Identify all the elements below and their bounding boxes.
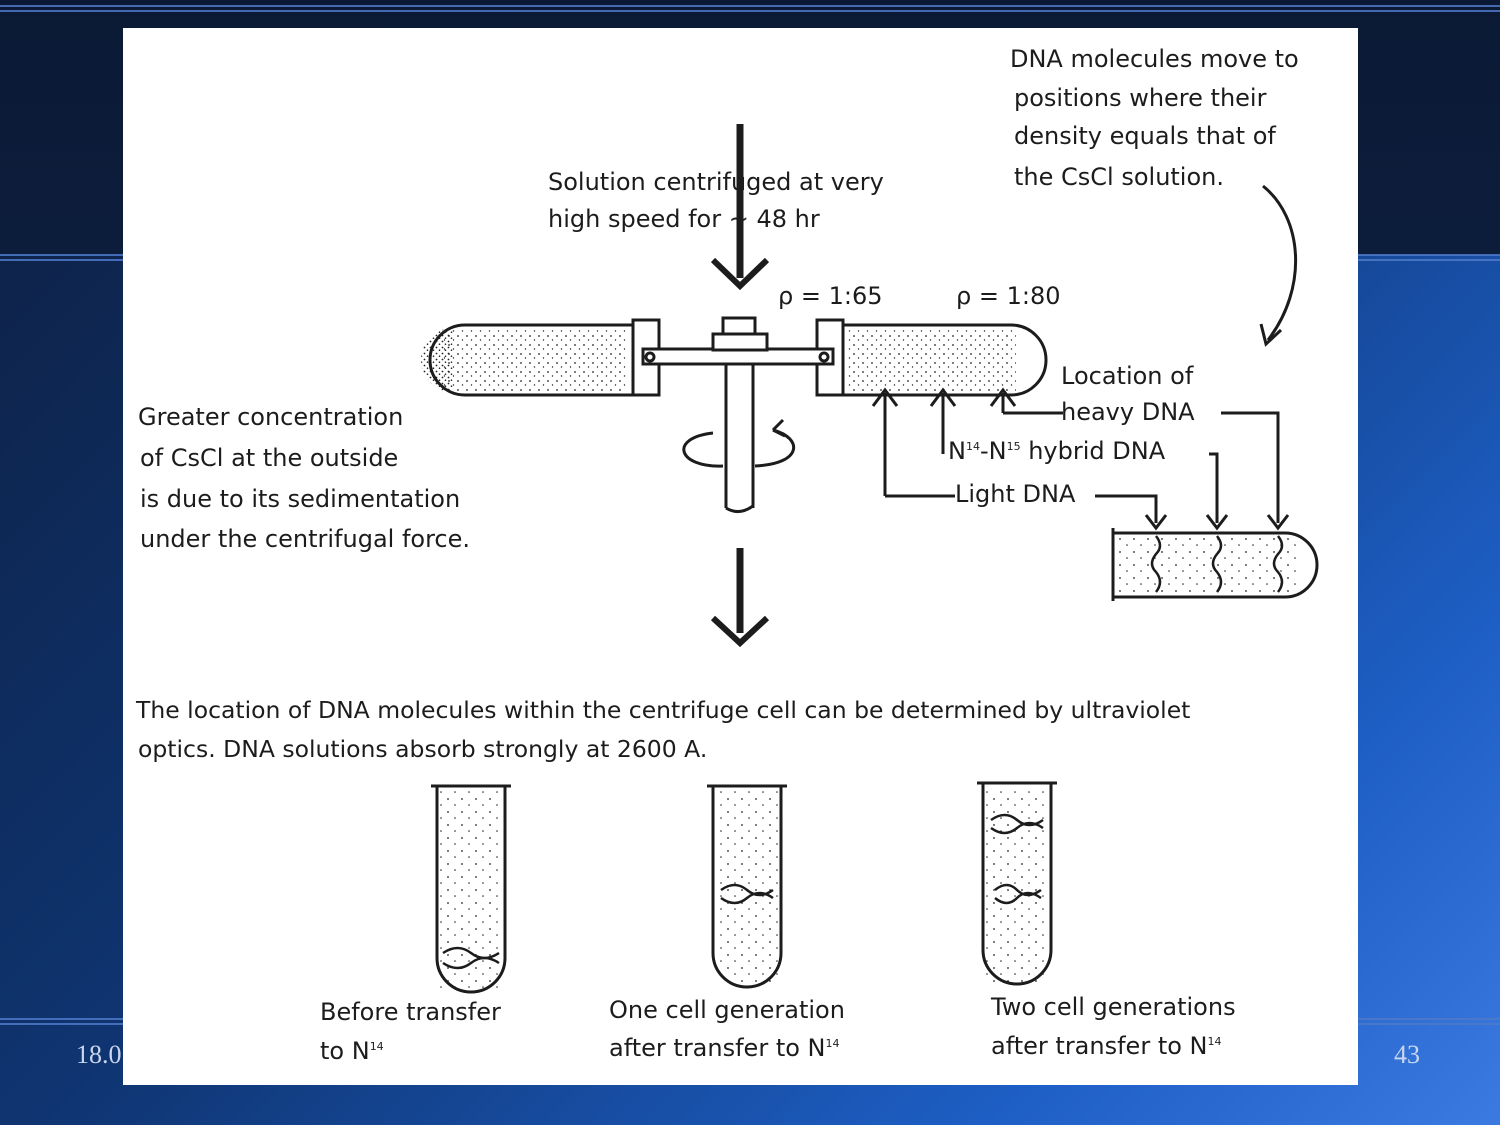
up-arrow-icon	[989, 387, 1017, 407]
dna-move-line4: the CsCl solution.	[1014, 163, 1224, 191]
heavy-band-icon	[442, 956, 500, 970]
header-rule	[0, 5, 1500, 7]
centrifuge-figure: Solution centrifuged at very high speed …	[123, 28, 1358, 1085]
tube1-caption-line2: to N14	[320, 1033, 384, 1070]
light-dna-label: Light DNA	[955, 480, 1076, 508]
dna-move-line2: positions where their	[1014, 84, 1267, 112]
tube2-caption-text: after transfer to N	[609, 1034, 826, 1062]
tube3-sup: 14	[1207, 1035, 1222, 1048]
rotor-hub-base	[711, 332, 769, 352]
hybrid-band-icon	[720, 891, 774, 905]
tube1-caption-text: to N	[320, 1037, 370, 1065]
tube3-caption-text: after transfer to N	[991, 1032, 1208, 1060]
tube2-caption-line2: after transfer to N14	[609, 1030, 840, 1067]
rotor-pin	[818, 351, 830, 363]
cscl-note-line2: of CsCl at the outside	[140, 444, 399, 472]
curved-arrow	[1262, 184, 1297, 341]
dna-move-line1: DNA molecules move to	[1010, 45, 1299, 73]
centrifuge-note-line1: Solution centrifuged at very	[548, 168, 884, 196]
tube-one-generation	[711, 786, 783, 989]
tube3-caption-line2: after transfer to N14	[991, 1028, 1222, 1065]
light-band-icon	[990, 821, 1044, 835]
down-arrow-icon	[1205, 514, 1229, 531]
density-low-label: ρ = 1:65	[778, 282, 883, 310]
uv-caption-line2: optics. DNA solutions absorb strongly at…	[138, 735, 708, 763]
tube-two-generations	[981, 783, 1053, 986]
heavy-dna-label: heavy DNA	[1061, 398, 1195, 426]
spindle-tip	[725, 504, 754, 513]
dna-move-line3: density equals that of	[1014, 122, 1276, 150]
heavy-band-icon	[442, 946, 500, 960]
down-arrow-icon	[1266, 514, 1290, 531]
tube1-caption-line1: Before transfer	[320, 998, 501, 1026]
right-tube	[843, 323, 1048, 397]
light-dna-leader-2	[1095, 494, 1158, 523]
hybrid-sup-14: 14	[965, 440, 980, 453]
centrifuge-note-line2: high speed for ~ 48 hr	[548, 205, 820, 233]
cscl-note-line4: under the centrifugal force.	[140, 525, 471, 553]
header-rule	[0, 10, 1500, 12]
uv-caption-line1: The location of DNA molecules within the…	[136, 696, 1191, 724]
up-arrow-icon	[929, 387, 957, 407]
result-tube	[1113, 531, 1319, 599]
footer-date: 18.0	[76, 1040, 122, 1069]
tube1-sup: 14	[369, 1040, 384, 1053]
downward-arrow-icon	[710, 615, 770, 648]
page-number: 43	[1394, 1040, 1420, 1069]
hybrid-n: N	[948, 437, 966, 465]
cscl-note-line1: Greater concentration	[138, 403, 404, 431]
tube2-sup: 14	[825, 1037, 840, 1050]
tube-before-transfer	[435, 786, 507, 994]
rotation-arrowhead	[771, 418, 786, 438]
centrifuge-diagram	[421, 124, 1319, 994]
density-high-label: ρ = 1:80	[956, 282, 1061, 310]
up-arrow-icon	[871, 387, 899, 407]
hybrid-rest: hybrid DNA	[1020, 437, 1166, 465]
result-tube-fill	[1116, 536, 1296, 594]
curved-arrowhead-icon	[1259, 323, 1283, 347]
hybrid-dna-label: N14-N15 hybrid DNA	[948, 433, 1165, 470]
left-tube-gradient	[441, 328, 626, 392]
heavy-dna-leader	[1221, 411, 1280, 523]
heavy-band-icon	[1272, 535, 1284, 593]
down-arrow-icon	[1144, 514, 1168, 531]
tube3-caption-line1: Two cell generations	[991, 993, 1236, 1021]
hybrid-dna-leader	[1209, 452, 1219, 523]
hybrid-band-icon	[994, 891, 1042, 905]
left-tube-end	[421, 328, 453, 392]
rotor-pin	[644, 351, 656, 363]
rotation-arrow-icon	[682, 428, 796, 468]
location-of-label: Location of	[1061, 362, 1194, 390]
hybrid-band-icon	[1211, 535, 1223, 593]
hybrid-sup-15: 15	[1006, 440, 1021, 453]
tube2-caption-line1: One cell generation	[609, 996, 845, 1024]
light-band-icon	[1150, 535, 1162, 593]
right-tube-gradient	[846, 328, 1016, 392]
hybrid-dash-n: -N	[979, 437, 1007, 465]
cscl-note-line3: is due to its sedimentation	[140, 485, 461, 513]
downward-arrow-icon	[710, 257, 770, 291]
